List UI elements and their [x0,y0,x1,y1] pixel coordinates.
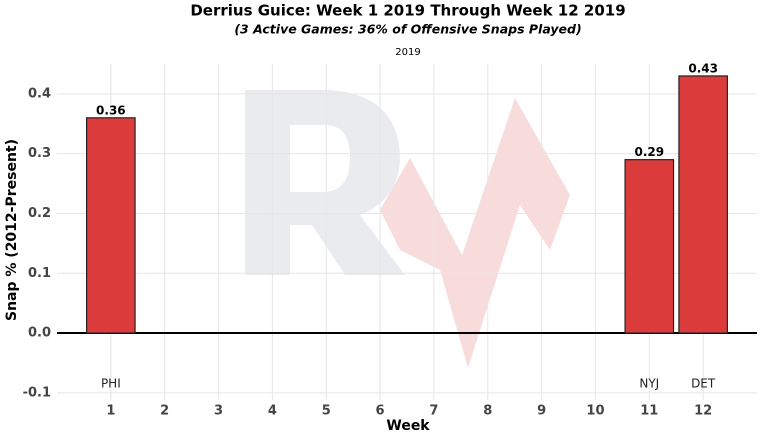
x-tick-label: 6 [376,404,385,419]
y-tick-label: 0.3 [28,146,51,161]
x-tick-label: 8 [483,404,492,419]
x-tick-label: 10 [586,404,604,419]
x-tick-label: 7 [429,404,438,419]
bar [624,159,675,334]
opponent-label: DET [691,377,716,391]
x-tick-label: 4 [268,404,277,419]
value-label: 0.36 [96,103,126,117]
chart-subtitle: (3 Active Games: 36% of Offensive Snaps … [234,22,581,37]
x-tick-label: 12 [694,404,712,419]
facet-label: 2019 [395,47,420,58]
x-tick-label: 9 [537,404,546,419]
y-axis-title: Snap % (2012-Present) [4,139,20,321]
x-tick-label: 3 [214,404,223,419]
watermark-r [245,90,405,275]
y-tick-label: 0.4 [28,86,51,101]
y-tick-label: 0.2 [28,206,51,221]
x-tick-label: 1 [106,404,115,419]
watermark-v [380,98,570,368]
chart-title: Derrius Guice: Week 1 2019 Through Week … [190,2,625,20]
bar [86,117,136,334]
y-tick-label: 0.1 [28,266,51,281]
y-tick-label: -0.1 [23,385,51,400]
value-label: 0.29 [635,145,665,159]
watermark [245,90,570,368]
bar [678,75,728,334]
x-axis-title: Week [386,418,430,434]
opponent-label: PHI [101,377,121,391]
opponent-label: NYJ [639,377,659,391]
x-tick-label: 5 [322,404,331,419]
value-label: 0.43 [688,61,718,75]
y-tick-label: 0.0 [28,326,51,341]
x-tick-label: 2 [160,404,169,419]
x-tick-label: 11 [640,404,658,419]
